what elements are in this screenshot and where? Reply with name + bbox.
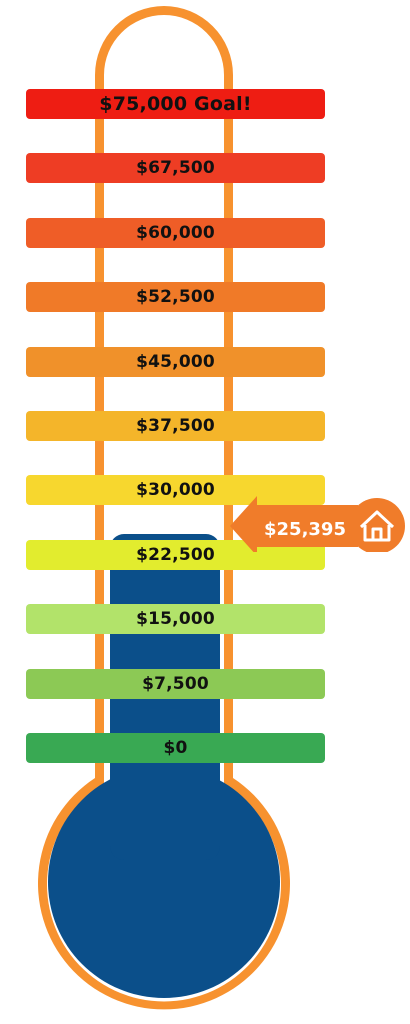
level-band: $30,000 (26, 475, 325, 505)
level-band: $0 (26, 733, 325, 763)
level-label: $30,000 (136, 480, 215, 500)
marker-arrow (230, 496, 358, 552)
level-label: $75,000 Goal! (99, 93, 252, 115)
level-band: $37,500 (26, 411, 325, 441)
level-band: $45,000 (26, 347, 325, 377)
level-label: $67,500 (136, 158, 215, 178)
house-icon (359, 510, 395, 542)
level-label: $37,500 (136, 416, 215, 436)
level-band: $52,500 (26, 282, 325, 312)
level-band: $7,500 (26, 669, 325, 699)
level-label: $22,500 (136, 545, 215, 565)
level-label: $60,000 (136, 223, 215, 243)
level-label: $0 (163, 738, 188, 758)
level-label: $15,000 (136, 609, 215, 629)
marker-house-badge (349, 498, 405, 552)
level-label: $45,000 (136, 352, 215, 372)
level-label: $7,500 (142, 674, 209, 694)
progress-marker (230, 496, 405, 552)
level-band: $15,000 (26, 604, 325, 634)
level-band: $60,000 (26, 218, 325, 248)
thermometer-bulb (48, 766, 280, 998)
goal-band: $75,000 Goal! (26, 89, 325, 119)
raised-amount: $25,395 (264, 518, 346, 540)
level-label: $52,500 (136, 287, 215, 307)
level-band: $67,500 (26, 153, 325, 183)
